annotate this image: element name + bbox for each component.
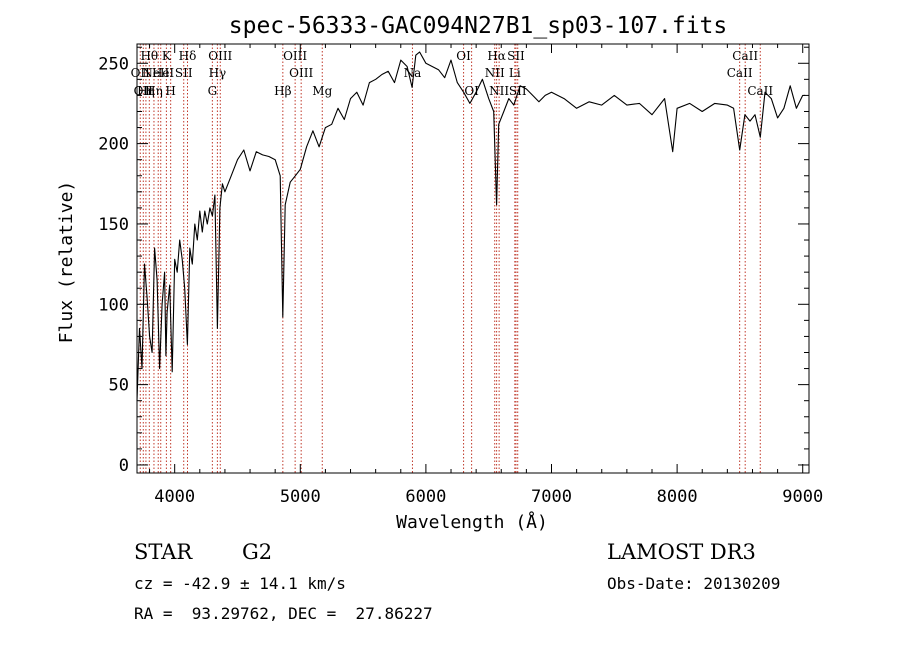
marker-label: OII [131,66,151,80]
marker-label: OIII [208,49,232,63]
x-tick-label: 5000 [280,487,321,507]
marker-label: NeIII [142,66,174,80]
marker-label: G [208,84,218,98]
marker-label: Hη [137,84,155,98]
marker-label: Hδ [179,49,197,63]
marker-label: Hα [487,49,506,63]
y-tick-label: 100 [98,295,129,315]
y-tick-label: 250 [98,54,129,74]
chart-title: spec-56333-GAC094N27B1_sp03-107.fits [229,13,728,39]
marker-label: OII [134,84,154,98]
y-tick-label: 0 [119,456,129,476]
marker-label: OI [464,84,479,98]
x-axis: 4000 5000 6000 7000 8000 9000 [149,44,823,507]
marker-label: H [165,84,175,98]
marker-label: OIII [283,49,307,63]
marker-label: CaII [747,84,773,98]
marker-label: SII [507,49,525,63]
x-axis-label: Wavelength (Å) [396,511,548,533]
x-tick-label: 6000 [405,487,446,507]
spectral-line-markers [139,44,761,473]
marker-label: NII [485,66,505,80]
coordinates-readout: RA = 93.29762, DEC = 27.86227 [134,604,433,623]
y-axis-label: Flux (relative) [56,181,77,344]
marker-label: Mg [312,84,332,98]
y-axis: 0 50 100 150 200 250 [98,46,809,476]
y-tick-label: 50 [109,376,129,396]
marker-label: Hη [145,84,163,98]
marker-label: Hθ [140,49,158,63]
marker-label: Na [404,66,422,80]
marker-label: NII [489,84,509,98]
redshift-readout: cz = -42.9 ± 14.1 km/s [134,574,346,593]
y-tick-label: 200 [98,135,129,155]
survey-name: LAMOST DR3 [607,540,756,564]
x-tick-label: 8000 [657,487,698,507]
marker-label: K [162,49,172,63]
marker-label: Li [509,66,521,80]
marker-label: OIII [289,66,313,80]
marker-label: SII [175,66,193,80]
observation-date: Obs-Date: 20130209 [607,574,781,593]
x-tick-label: 9000 [782,487,823,507]
marker-label: Hβ [274,84,291,98]
spectrum-line [136,51,806,401]
marker-label: Hγ [209,66,227,80]
plot-frame [136,43,810,474]
marker-label: CaII [732,49,758,63]
x-tick-label: 4000 [154,487,195,507]
marker-label: He [152,66,170,80]
marker-label: OI [456,49,471,63]
y-tick-label: 150 [98,215,129,235]
x-tick-label: 7000 [531,487,572,507]
object-class: STAR [134,540,193,564]
spectral-line-labels: OIIOIIHηHθHηNeIIIHeKHSIIHδGHγOIIIHβOIIIO… [131,49,774,98]
object-subclass: G2 [242,540,273,564]
marker-label: CaII [727,66,753,80]
